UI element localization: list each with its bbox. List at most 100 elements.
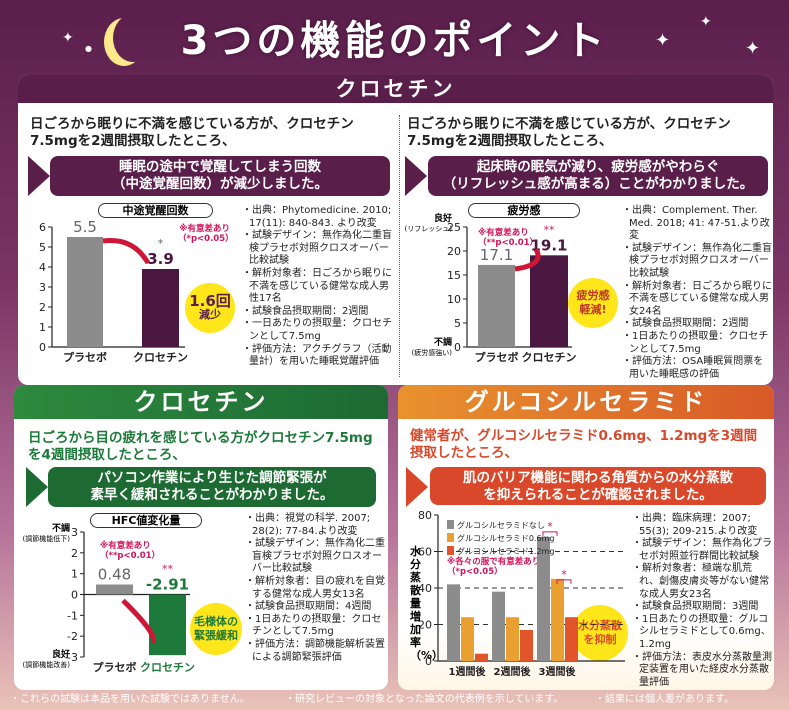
note-item: 一日あたりの摂取量：クロセチンとして7.5mg <box>242 318 394 343</box>
y-top: 不調 <box>51 524 70 534</box>
note-item: 評価方法：表皮水分蒸散量測定装置を用いた経皮水分蒸散量評価 <box>632 652 772 690</box>
note-item: 試験食品摂取期間：3週間 <box>632 601 772 614</box>
sparkle-icon: ✦ <box>62 30 74 46</box>
result-banner: 肌のバリア機能に関わる角質からの水分蒸散 を抑えられることが確認されました。 <box>430 467 766 505</box>
sparkle-icon: ✦ <box>655 30 671 51</box>
result-line: （中途覚醒回数）が減少しました。 <box>112 176 328 192</box>
callout-line: 1.6回 <box>189 292 231 310</box>
note-item: 1日あたりの摂取量：クロセチンとして7.5mg <box>622 331 772 356</box>
arrow-icon <box>28 156 50 196</box>
footnote: ・研究レビューの対象となった論文の代表例を示しています。 <box>285 694 564 705</box>
result-banner: パソコン作業により生じた調節緊張が 素早く緩和されることがわかりました。 <box>48 467 376 507</box>
result-banner: 睡眠の途中で覚醒してしまう回数 （中途覚醒回数）が減少しました。 <box>50 156 390 196</box>
sparkle-icon: ✦ <box>700 14 712 30</box>
callout-line: 軽減! <box>579 303 607 316</box>
y-axis-bottom-label: 不調 (疲労感強い) <box>400 338 452 358</box>
callout-bubble: 水分蒸散 を抑制 <box>572 605 628 661</box>
y-bottom: 良好 <box>51 650 70 660</box>
note-item: 試験食品摂取期間：2週間 <box>622 318 772 331</box>
y-top-sub: (調節機能低下) <box>22 535 70 543</box>
note-item: 出典：Complement. Ther. Med. 2018; 41: 47-5… <box>622 205 772 243</box>
sig-line: ※有意差あり <box>478 228 529 238</box>
y-axis-top-label: 良好 (リフレッシュ) <box>400 214 452 234</box>
callout-bubble: 疲労感 軽減! <box>568 278 618 328</box>
result-line: パソコン作業により生じた調節緊張が <box>97 470 327 486</box>
significance-note: ※有意差あり （**p<0.01） <box>100 541 160 561</box>
panel-header: クロセチン <box>14 385 388 419</box>
note-item: 解析対象者：日ごろから眠りに不満を感じている健常な成人男性17名 <box>242 268 394 306</box>
note-item: 1日あたりの摂取量：グルコシルセラミドとして0.6mg、1.2mg <box>632 614 772 652</box>
callout-line: を抑制 <box>583 633 617 646</box>
sig-line: ※各々の服で有意差あり <box>447 557 541 567</box>
sparkle-icon: ● <box>85 44 92 53</box>
sparkle-icon: ✦ <box>745 38 761 59</box>
y-bottom-sub: (調節機能改善) <box>22 661 70 669</box>
intro-text: 日ごろから眠りに不満を感じている方が、クロセチン7.5mgを2週間摂取したところ… <box>407 116 731 149</box>
note-item: 評価方法：OSA睡眠質問票を用いた睡眠感の評価 <box>622 356 772 381</box>
note-item: 試験デザイン：無作為化二重盲検プラセボ対照クロスオーバー比較試験 <box>242 230 394 268</box>
callout-line: 水分蒸散 <box>578 619 622 632</box>
arrow-icon <box>405 156 427 196</box>
callout-bubble: 1.6回 減少 <box>185 283 235 333</box>
sig-line: （**p<0.01） <box>478 238 539 248</box>
study-notes: 出典：視覚の科学. 2007; 28(2): 77-84.より改変試験デザイン：… <box>245 513 385 664</box>
result-banner: 起床時の眠気が減り、疲労感がやわらぐ （リフレッシュ感が高まる）ことがわかりました… <box>428 156 768 196</box>
intro-text: 日ごろから眠りに不満を感じている方が、クロセチン7.5mgを2週間摂取したところ… <box>30 116 354 149</box>
y-axis-top-label: 不調 (調節機能低下) <box>14 524 70 544</box>
y-top: 良好 <box>433 214 452 224</box>
footnote: ・結果には個人差があります。 <box>595 694 734 705</box>
sig-line: （**p<0.01） <box>100 551 161 561</box>
note-item: 試験食品摂取期間：4週間 <box>245 601 385 614</box>
sig-line: ※有意差あり <box>179 224 230 234</box>
note-item: 1日あたりの摂取量：クロセチンとして7.5mg <box>245 614 385 639</box>
sig-line: ※有意差あり <box>100 541 151 551</box>
note-item: 評価方法：調節機能解析装置による調節緊張評価 <box>245 639 385 664</box>
panel-header: クロセチン <box>18 75 773 103</box>
y-axis-label: 水分蒸散量増加率（%） <box>410 545 443 662</box>
callout-line: 緊張緩和 <box>194 629 238 642</box>
note-item: 出典：視覚の科学. 2007; 28(2): 77-84.より改変 <box>245 513 385 538</box>
intro-text: 日ごろから目の疲れを感じている方がクロセチン7.5mgを4週間摂取したところ、 <box>28 430 373 463</box>
result-line: 睡眠の途中で覚醒してしまう回数 <box>118 159 322 175</box>
callout-bubble: 毛様体の 緊張緩和 <box>190 603 242 655</box>
chart-title: 疲労感 <box>468 203 580 218</box>
arrow-icon <box>406 467 428 507</box>
sig-line: （*p<0.05） <box>447 567 503 577</box>
note-item: 解析対象者：日ごろから眠りに不満を感じている健常な成人男女24名 <box>622 281 772 319</box>
chart-title: HFC値変化量 <box>90 513 202 528</box>
significance-note: ※有意差あり （*p<0.05） <box>178 224 234 244</box>
chart-title: 中途覚醒回数 <box>98 203 213 218</box>
y-axis-bottom-label: 良好 (調節機能改善) <box>14 650 70 670</box>
divider <box>399 115 400 377</box>
significance-note: ※有意差あり （**p<0.01） <box>478 228 538 248</box>
result-line: （リフレッシュ感が高まる）ことがわかりました。 <box>442 176 754 192</box>
study-notes: 出典：Phytomedicine. 2010; 17(11): 840-843.… <box>242 205 394 369</box>
callout-line: 減少 <box>199 308 221 321</box>
note-item: 評価方法：アクチグラフ（活動量計）を用いた睡眠覚醒評価 <box>242 344 394 369</box>
arrow-icon <box>26 467 48 507</box>
footnote: ・これらの試験は本品を用いた試験ではありません。 <box>10 694 250 705</box>
study-notes: 出典：臨床病理：2007; 55(3); 209-215.より改変試験デザイン：… <box>632 513 772 689</box>
callout-line: 疲労感 <box>576 289 610 302</box>
y-top-sub: (リフレッシュ) <box>404 225 452 233</box>
note-item: 試験デザイン：無作為化プラセボ対照並行群間比較試験 <box>632 538 772 563</box>
y-bottom: 不調 <box>433 338 452 348</box>
result-line: 起床時の眠気が減り、疲労感がやわらぐ <box>476 159 720 175</box>
note-item: 出典：Phytomedicine. 2010; 17(11): 840-843.… <box>242 205 394 230</box>
y-bottom-sub: (疲労感強い) <box>411 349 452 357</box>
significance-note: ※各々の服で有意差あり （*p<0.05） <box>447 557 541 577</box>
intro-text: 健常者が、グルコシルセラミド0.6mg、1.2mgを3週間摂取したところ、 <box>410 428 758 461</box>
moon-icon <box>113 14 153 62</box>
panel-header: グルコシルセラミド <box>398 385 774 419</box>
callout-line: 毛様体の <box>194 615 238 628</box>
page-title: 3つの機能のポイント <box>180 18 609 64</box>
note-item: 解析対象者：極端な肌荒れ、創傷皮膚炎等がない健常な成人男女23名 <box>632 563 772 601</box>
note-item: 試験デザイン：無作為化二重盲検プラセボ対照クロスオーバー比較試験 <box>245 538 385 576</box>
note-item: 試験食品摂取期間：2週間 <box>242 306 394 319</box>
note-item: 解析対象者：目の疲れを自覚する健常な成人男女13名 <box>245 576 385 601</box>
note-item: 試験デザイン：無作為化二重盲検プラセボ対照クロスオーバー比較試験 <box>622 243 772 281</box>
result-line: 肌のバリア機能に関わる角質からの水分蒸散 <box>463 470 733 486</box>
study-notes: 出典：Complement. Ther. Med. 2018; 41: 47-5… <box>622 205 772 381</box>
result-line: を抑えられることが確認されました。 <box>483 487 713 503</box>
sig-line: （*p<0.05） <box>178 234 234 244</box>
